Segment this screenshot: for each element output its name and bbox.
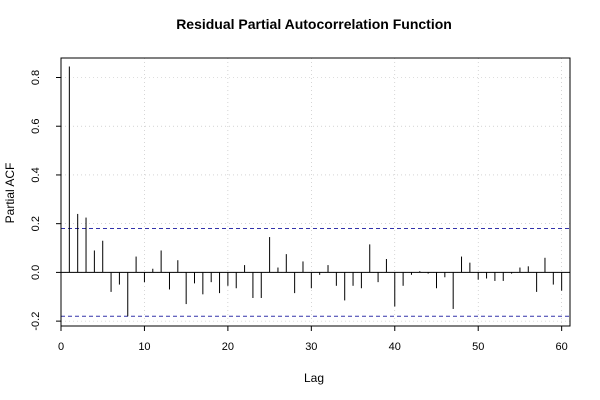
x-tick-label: 30 [305, 341, 317, 353]
y-tick-label: 0.6 [30, 119, 42, 134]
axes: 0 10 20 30 40 50 60 -0.2 0.0 0.2 0.4 0.6 0.8 [30, 70, 568, 353]
x-tick-label: 10 [138, 341, 150, 353]
y-tick-label: -0.2 [30, 312, 42, 331]
x-tick-label: 60 [556, 341, 568, 353]
chart-title: Residual Partial Autocorrelation Functio… [176, 16, 452, 32]
x-tick-label: 20 [222, 341, 234, 353]
x-tick-label: 50 [472, 341, 484, 353]
x-axis-label: Lag [304, 371, 324, 385]
y-tick-label: 0.0 [30, 265, 42, 280]
y-tick-label: 0.2 [30, 216, 42, 231]
x-tick-label: 0 [58, 341, 64, 353]
grid-lines [60, 58, 570, 326]
y-tick-label: 0.4 [30, 167, 42, 182]
y-tick-label: 0.8 [30, 70, 42, 85]
y-axis-label: Partial ACF [3, 163, 17, 224]
pacf-bars [68, 66, 563, 317]
x-tick-label: 40 [389, 341, 401, 353]
confidence-band [61, 228, 570, 317]
plot-frame [60, 57, 571, 327]
